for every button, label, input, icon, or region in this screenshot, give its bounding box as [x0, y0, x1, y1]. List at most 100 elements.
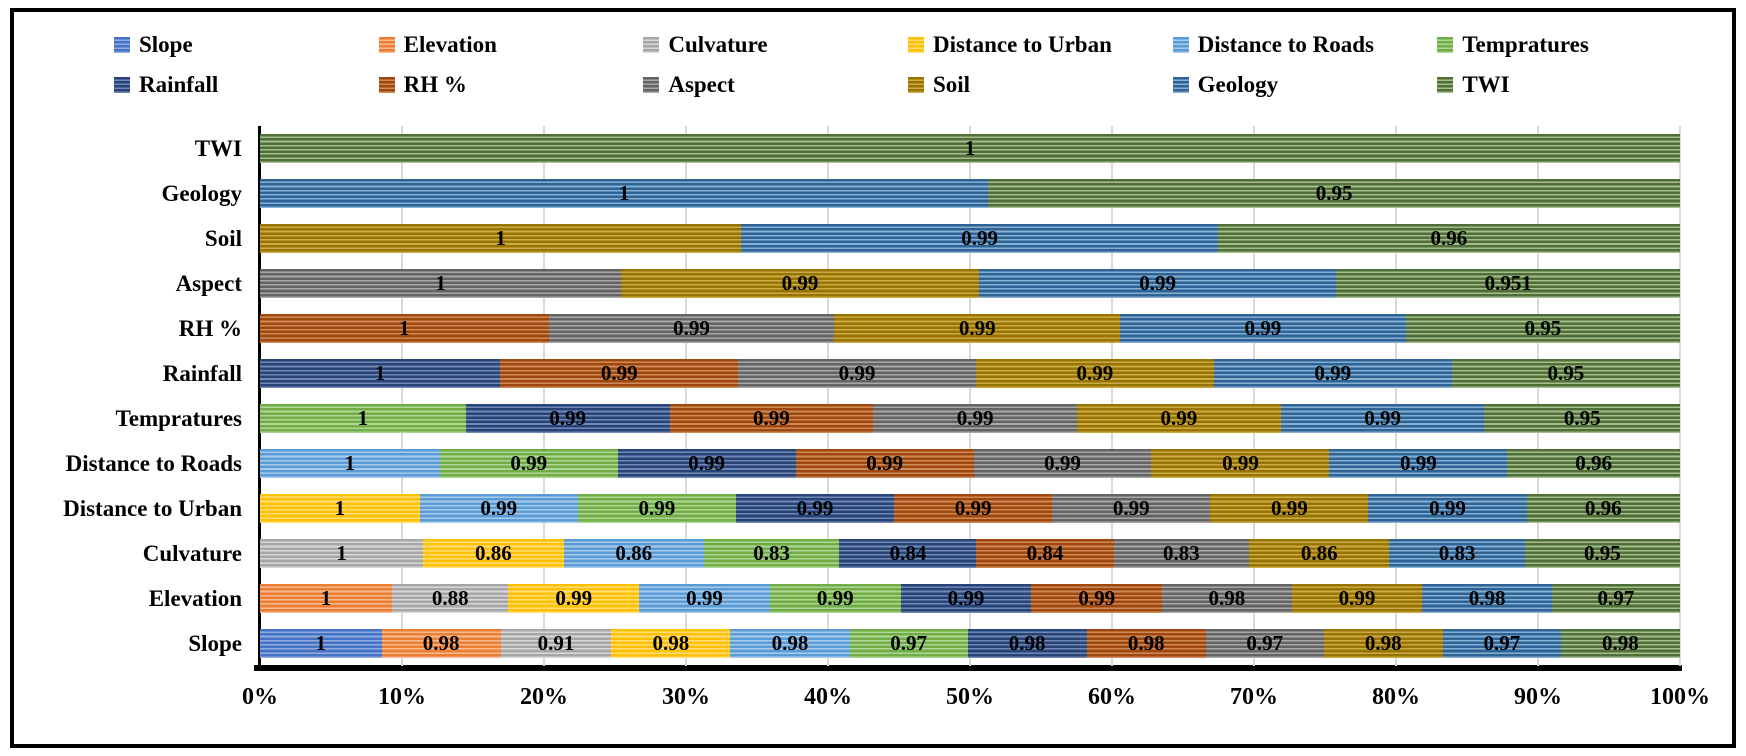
bar-segment: 0.98	[381, 629, 501, 658]
segment-value-label: 0.98	[771, 631, 809, 655]
segment-value-label: 0.99	[954, 496, 992, 520]
chart-frame: Slope Elevation Culvature Distance to Urban…	[10, 8, 1736, 748]
bar-segment: 0.99	[873, 404, 1077, 433]
category-label: Tempratures	[115, 406, 243, 431]
stacked-bar: 1	[260, 134, 1680, 163]
segment-value-label: 0.95	[1524, 316, 1562, 340]
bar-segment: 0.98	[1323, 629, 1443, 658]
x-tick-label: 0%	[242, 684, 278, 710]
bar-row: Distance to Urban 1 0.99 0.99 0.99 0.99 0.99 0.…	[63, 486, 1680, 531]
segment-value-label: 0.99	[1338, 586, 1376, 610]
bar-segment: 0.99	[795, 449, 974, 478]
bar-segment: 0.83	[1113, 539, 1250, 568]
legend-item: Aspect	[643, 72, 908, 98]
segment-value-label: 0.98	[422, 631, 460, 655]
segment-value-label: 0.86	[615, 541, 653, 565]
bar-segment: 0.98	[611, 629, 731, 658]
segment-value-label: 0.83	[1438, 541, 1476, 565]
segment-value-label: 1	[435, 271, 446, 295]
segment-value-label: 0.99	[688, 451, 726, 475]
bar-segment: 1	[260, 584, 393, 613]
x-tick-label: 90%	[1514, 684, 1562, 710]
category-label: Rainfall	[162, 361, 242, 386]
x-tick-label: 50%	[946, 684, 994, 710]
bar-segment: 1	[260, 629, 382, 658]
bar-segment: 0.99	[769, 584, 901, 613]
bar-row: Distance to Roads 1 0.99 0.99 0.99 0.99 0.99 0.…	[66, 441, 1680, 486]
bar-row: Tempratures 1 0.99 0.99 0.99 0.99 0.99 0.95	[116, 396, 1680, 441]
bar-segment: 1	[260, 539, 424, 568]
segment-value-label: 0.83	[1162, 541, 1200, 565]
plot-area: TWI 1 Geology 1 0.95 Soil 1 0.99 0.96 Aspect 1 0.99…	[63, 126, 1682, 671]
bar-segment: 0.99	[741, 224, 1218, 253]
x-tick-label: 10%	[378, 684, 426, 710]
category-label: Distance to Roads	[65, 451, 242, 476]
bar-segment: 0.96	[1507, 449, 1680, 478]
bar-segment: 0.98	[1560, 629, 1680, 658]
bar-segment: 0.95	[1524, 539, 1680, 568]
bar-segment: 0.83	[1389, 539, 1525, 568]
legend-item-label: RH %	[403, 72, 467, 97]
x-axis-line	[254, 665, 1682, 671]
grid-line	[1679, 126, 1681, 666]
segment-value-label: 0.99	[1400, 451, 1437, 475]
bar-segment: 0.97	[849, 629, 968, 658]
bar-segment: 0.99	[735, 494, 895, 523]
legend-item-label: Slope	[139, 32, 193, 57]
bar-segment: 1	[260, 494, 420, 523]
grid-line	[543, 126, 545, 666]
bar-segment: 0.95	[1484, 404, 1680, 433]
bar-segment: 0.83	[703, 539, 840, 568]
segment-value-label: 0.99	[1244, 316, 1282, 340]
segment-value-label: 0.86	[1300, 541, 1338, 565]
legend-color-swatch-icon	[907, 37, 924, 53]
segment-value-label: 0.99	[1364, 406, 1401, 430]
category-label: Geology	[161, 181, 243, 206]
x-tick-label: 80%	[1372, 684, 1420, 710]
segment-value-label: 0.951	[1484, 271, 1532, 295]
segment-value-label: 0.99	[480, 496, 518, 520]
bar-segment: 0.98	[730, 629, 850, 658]
bar-row: Culvature 1 0.86 0.86 0.83 0.84 0.84 0.83 0.86 0.…	[143, 531, 1680, 576]
segment-value-label: 0.99	[1112, 496, 1150, 520]
stacked-bar: 1 0.99 0.99 0.99 0.99 0.95	[260, 359, 1680, 388]
grid-line	[827, 126, 829, 666]
legend-item-label: Aspect	[668, 72, 735, 97]
segment-value-label: 1	[315, 631, 327, 655]
category-label: TWI	[194, 136, 242, 161]
segment-value-label: 0.95	[1315, 181, 1353, 205]
segment-value-label: 0.99	[838, 361, 876, 385]
stacked-bar: 1 0.95	[260, 179, 1680, 208]
grid-line	[1253, 126, 1255, 666]
bar-segment: 0.96	[1217, 224, 1680, 253]
bar-segment: 0.86	[563, 539, 704, 568]
bar-segment: 0.86	[423, 539, 564, 568]
bar-row: Soil 1 0.99 0.96	[205, 216, 1680, 261]
bar-segment: 0.99	[639, 584, 770, 613]
bar-segment: 0.99	[617, 449, 796, 478]
segment-value-label: 0.97	[1483, 631, 1521, 655]
category-label: Distance to Urban	[63, 496, 242, 521]
segment-value-label: 0.95	[1547, 361, 1585, 385]
bar-segment: 0.98	[1422, 584, 1552, 613]
grid-line	[969, 126, 971, 666]
stacked-bar: 1 0.88 0.99 0.99 0.99 0.99 0.99 0.98 0.99 0.98 0.9…	[260, 584, 1680, 613]
legend-color-swatch-icon	[1172, 77, 1189, 93]
grid-line	[1395, 126, 1397, 666]
x-tick-label: 30%	[662, 684, 710, 710]
bar-segment: 0.99	[900, 584, 1032, 613]
legend-item: Slope	[114, 32, 379, 58]
x-tick-label: 40%	[804, 684, 852, 710]
legend-item-label: Distance to Roads	[1197, 32, 1374, 57]
bar-segment: 0.99	[669, 404, 874, 433]
bar-segment: 0.99	[621, 269, 979, 298]
category-label: RH %	[178, 316, 242, 341]
grid-line	[685, 126, 687, 666]
segment-value-label: 0.98	[1468, 586, 1506, 610]
stacked-bar: 1 0.86 0.86 0.83 0.84 0.84 0.83 0.86 0.83 0.95	[260, 539, 1680, 568]
segment-value-label: 1	[374, 361, 386, 385]
bar-segment: 0.86	[1249, 539, 1390, 568]
bar-segment: 0.99	[978, 269, 1337, 298]
bar-segment: 1	[260, 134, 1680, 163]
legend-color-swatch-icon	[1172, 37, 1189, 53]
